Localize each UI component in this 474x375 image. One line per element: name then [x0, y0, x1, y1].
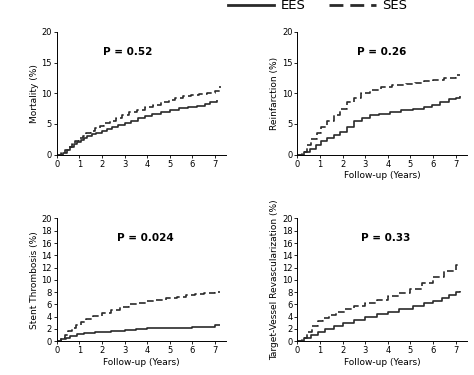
X-axis label: Follow-up (Years): Follow-up (Years): [344, 171, 420, 180]
Y-axis label: Stent Thrombosis (%): Stent Thrombosis (%): [29, 231, 38, 329]
Y-axis label: Reinfarction (%): Reinfarction (%): [270, 57, 279, 130]
Text: P = 0.33: P = 0.33: [361, 233, 410, 243]
Y-axis label: Target-Vessel Revascularization (%): Target-Vessel Revascularization (%): [270, 200, 279, 360]
Text: P = 0.024: P = 0.024: [117, 233, 173, 243]
Text: P = 0.26: P = 0.26: [357, 46, 407, 57]
X-axis label: Follow-up (Years): Follow-up (Years): [103, 358, 180, 367]
Y-axis label: Mortality (%): Mortality (%): [30, 64, 39, 123]
Text: P = 0.52: P = 0.52: [103, 46, 153, 57]
X-axis label: Follow-up (Years): Follow-up (Years): [344, 358, 420, 367]
Legend: EES, SES: EES, SES: [228, 0, 407, 12]
